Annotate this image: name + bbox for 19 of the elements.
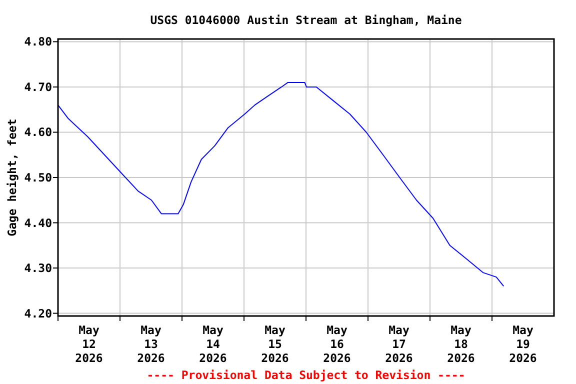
x-tick-label: May 19 2026 [509, 323, 537, 365]
y-tick-label: 4.80 [24, 34, 52, 49]
y-tick-label: 4.60 [24, 125, 52, 140]
x-tick-label: May 15 2026 [261, 323, 289, 365]
x-tick-label: May 17 2026 [385, 323, 413, 365]
line-series [58, 82, 504, 287]
chart-title: USGS 01046000 Austin Stream at Bingham, Maine [150, 13, 462, 27]
text: ---- Provisional Data Subject to Revision ---- [146, 368, 466, 382]
x-tick-label: May 14 2026 [199, 323, 227, 365]
y-tick-label: 4.40 [24, 216, 52, 230]
x-tick-label: May 18 2026 [447, 323, 475, 365]
y-tick-label: 4.20 [24, 306, 52, 320]
y-tick-label: 4.70 [24, 80, 52, 94]
y-tick-label: 4.50 [24, 170, 52, 184]
y-tick-label: 4.30 [24, 261, 52, 276]
x-tick-label: May 13 2026 [137, 323, 165, 365]
y-axis-title: Gage height, feet [5, 118, 19, 236]
x-tick-label: May 12 2026 [75, 323, 103, 365]
x-tick-label: May 16 2026 [323, 323, 351, 365]
